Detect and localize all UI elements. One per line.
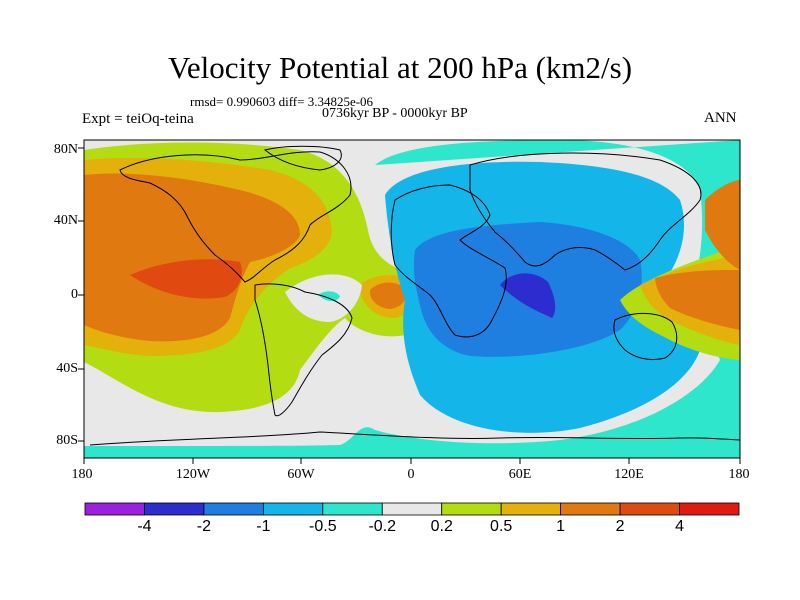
lon-label-180e: 180	[728, 467, 750, 482]
colorbar-label: -1	[256, 518, 271, 535]
contour-neg0.2-east	[84, 140, 740, 458]
lon-label-60e: 60E	[508, 467, 532, 482]
coast-greenland	[263, 145, 342, 171]
colorbar-label: 1	[556, 518, 566, 535]
season-label: ANN	[704, 110, 737, 126]
colorbar-swatch	[560, 502, 621, 516]
lon-label-120e: 120E	[614, 467, 644, 482]
coast-antarctica	[89, 431, 740, 446]
map-title: Velocity Potential at 200 hPa (km2/s)	[167, 50, 633, 85]
colorbar-label: 2	[615, 518, 625, 535]
contour-east-edge	[705, 180, 740, 270]
coast-north-america	[119, 151, 352, 283]
colorbar	[84, 502, 740, 516]
colorbar-swatch	[441, 502, 502, 516]
colorbar-swatch	[500, 502, 562, 516]
lon-label-60w: 60W	[287, 467, 315, 482]
contour-2-west	[130, 259, 242, 299]
contour-field	[84, 140, 740, 458]
lon-label-120w: 120W	[175, 467, 211, 482]
coast-south-america	[254, 283, 353, 417]
map-frame	[83, 139, 741, 459]
lat-label-80n: 80N	[53, 142, 78, 157]
axis-ticks	[78, 147, 741, 464]
contour-1-atlantic	[369, 282, 407, 309]
colorbar-swatch	[144, 502, 205, 516]
colorbar-label: -2	[196, 518, 212, 535]
colorbar-swatch	[203, 502, 264, 516]
colorbar-label: 0.2	[430, 518, 453, 535]
colorbar-swatch	[679, 502, 740, 516]
lat-label-40s: 40S	[56, 361, 78, 376]
colorbar-swatch	[619, 502, 680, 516]
colorbar-swatch	[381, 502, 443, 516]
lat-label-80s: 80S	[56, 433, 78, 448]
colorbar-label: -0.5	[309, 518, 337, 535]
colorbar-swatch	[84, 502, 145, 516]
lon-label-180w: 180	[71, 467, 93, 482]
coast-europe-africa	[390, 184, 507, 338]
coast-asia	[469, 152, 702, 271]
colorbar-swatch	[322, 502, 383, 516]
experiment-label: Expt = teiOq-teina	[82, 111, 194, 127]
coast-australia	[613, 313, 678, 361]
colorbar-swatch	[262, 502, 324, 516]
colorbar-label: -0.2	[368, 518, 397, 535]
coastlines	[89, 145, 740, 446]
contour-neg2-east	[500, 273, 556, 318]
lon-label-0: 0	[407, 467, 415, 482]
lat-label-40n: 40N	[53, 213, 78, 228]
colorbar-label: 4	[675, 518, 684, 535]
contour-1-pacific	[655, 270, 740, 330]
colorbar-label: -4	[137, 518, 152, 535]
period-text: 0736kyr BP - 0000kyr BP	[322, 106, 468, 121]
contour-neg-blob	[318, 291, 340, 302]
stats-text: rmsd= 0.990603 diff= 3.34825e-06	[190, 94, 374, 109]
colorbar-label: 0.5	[490, 518, 513, 535]
lat-label-0: 0	[71, 287, 78, 302]
contour-1-west	[84, 173, 300, 342]
